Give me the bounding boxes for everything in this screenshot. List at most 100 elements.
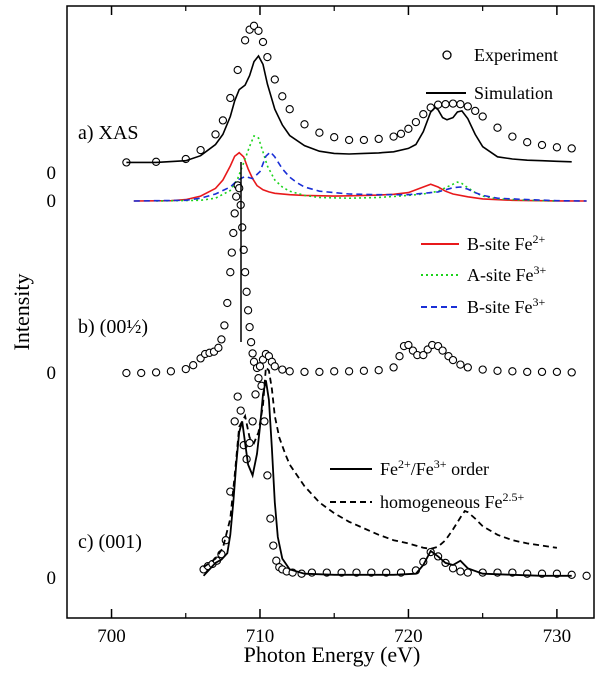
series-experiment-panel-1: [122, 21, 576, 167]
data-point: [456, 100, 465, 109]
data-point: [478, 365, 487, 374]
data-point: [315, 367, 324, 377]
data-point: [389, 132, 398, 141]
series-line-b-site-fe2: [133, 151, 587, 202]
series-line-simulation: [126, 54, 572, 164]
legend-label: Fe2+/Fe3+ order: [380, 457, 489, 479]
series-line-homogeneous-fe2-5: [203, 365, 558, 568]
data-point: [419, 350, 428, 360]
data-point: [220, 321, 229, 330]
data-point: [493, 366, 502, 375]
y-axis-title: Intensity: [9, 274, 34, 351]
data-point: [374, 366, 383, 375]
data-point: [478, 112, 487, 121]
x-axis-title: Photon Energy (eV): [244, 642, 421, 667]
data-point: [232, 192, 241, 201]
data-point: [285, 367, 294, 376]
data-point: [233, 65, 242, 75]
legend-entry: homogeneous Fe2.5+: [330, 490, 524, 512]
data-point: [214, 343, 223, 352]
data-point: [463, 363, 472, 372]
legend-swatch-circle: [442, 50, 452, 60]
zero-labels: 0 0 0 0: [47, 163, 57, 589]
legend-entry: Simulation: [426, 83, 553, 103]
data-point: [236, 406, 245, 415]
zero-label: 0: [47, 363, 57, 384]
data-point: [359, 135, 369, 145]
data-point: [189, 361, 198, 370]
legend-entry: B-site Fe3+: [421, 295, 546, 317]
x-tick-label: 730: [543, 626, 572, 647]
data-point: [344, 135, 354, 145]
series-line-fe2-fe3-order: [202, 380, 572, 577]
data-point: [230, 209, 239, 218]
series-layer: [122, 21, 591, 580]
series-line-b-site-fe3: [133, 150, 587, 202]
data-point: [344, 367, 354, 376]
data-point: [285, 105, 294, 114]
data-point: [523, 138, 532, 147]
x-axis-tick-labels: 700 710 720 730: [97, 626, 571, 647]
data-point: [396, 129, 406, 138]
series-line-a-site-fe3: [156, 134, 557, 202]
legend-entry: Fe2+/Fe3+ order: [330, 457, 489, 479]
legend-label: B-site Fe3+: [467, 295, 546, 317]
data-point: [419, 110, 428, 119]
legend-label: A-site Fe3+: [467, 263, 547, 285]
data-point: [217, 335, 226, 344]
data-point: [248, 417, 257, 426]
legend-entry: Experiment: [442, 45, 558, 65]
data-point: [226, 93, 235, 103]
data-point: [258, 37, 268, 47]
legend-label: Experiment: [474, 45, 558, 65]
data-point: [537, 140, 547, 150]
data-point: [359, 366, 369, 375]
data-point: [552, 143, 562, 152]
data-point: [448, 355, 458, 365]
data-point: [307, 568, 317, 577]
legend-label: B-site Fe2+: [467, 232, 546, 254]
data-point: [411, 117, 421, 127]
data-point: [552, 367, 562, 377]
data-point: [226, 268, 235, 277]
data-point: [300, 367, 309, 377]
data-point: [374, 134, 383, 144]
data-point: [266, 514, 275, 523]
data-point: [456, 360, 465, 369]
data-point: [263, 471, 272, 480]
data-point: [243, 306, 253, 315]
data-point: [463, 102, 472, 111]
data-point: [389, 363, 398, 372]
data-point: [251, 390, 260, 399]
data-point: [196, 145, 205, 155]
data-point: [441, 100, 450, 109]
panel-label: b) (00½): [78, 316, 148, 338]
data-point: [223, 298, 232, 308]
data-point: [493, 123, 502, 132]
data-point: [211, 130, 220, 139]
data-point: [122, 368, 131, 378]
data-point: [240, 268, 250, 277]
data-point: [230, 417, 239, 426]
data-point: [508, 367, 517, 376]
panel-labels: a) XAS b) (00½) c) (001): [78, 122, 148, 553]
x-tick-label: 700: [97, 626, 126, 647]
data-point: [456, 567, 465, 576]
x-tick-label: 710: [246, 626, 275, 647]
data-point: [567, 144, 576, 153]
data-point: [218, 116, 228, 125]
data-point: [395, 352, 404, 361]
data-point: [508, 132, 517, 141]
data-point: [582, 571, 591, 580]
data-point: [166, 367, 176, 376]
x-tick-label: 720: [394, 626, 423, 647]
data-point: [137, 368, 146, 378]
data-point: [404, 124, 413, 133]
data-point: [315, 128, 324, 137]
zero-label: 0: [47, 568, 57, 589]
data-point: [330, 133, 339, 142]
zero-label: 0: [47, 163, 57, 184]
data-point: [242, 287, 251, 296]
plot-frame: [66, 5, 595, 619]
